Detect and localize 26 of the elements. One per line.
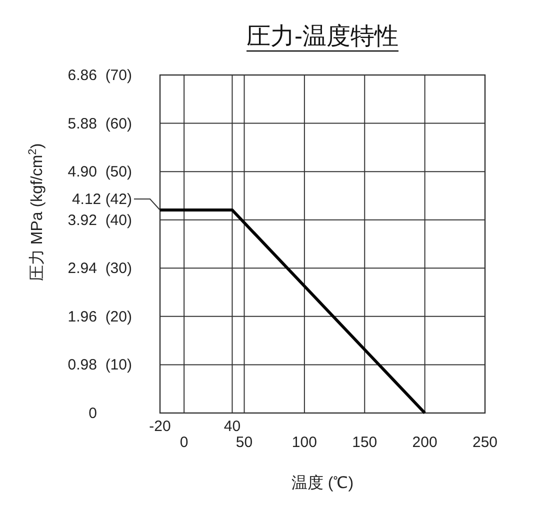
y-tick-label: 1.96 xyxy=(68,308,97,326)
y-tick-label: 6.86 xyxy=(68,67,97,84)
y-tick-label: 2.94 xyxy=(68,260,97,278)
y-tick-label: 0 xyxy=(88,405,97,422)
x-tick-label: 150 xyxy=(352,434,378,451)
y-tick-label: 4.90 xyxy=(68,164,97,181)
x-tick-label: 200 xyxy=(412,434,438,451)
y2-tick-label: (30) xyxy=(105,260,132,278)
y-tick-label: 0.98 xyxy=(68,356,97,374)
annotation: 4.12 (42) xyxy=(72,191,132,208)
x-tick-label: 0 xyxy=(180,434,188,451)
y-tick-label: 3.92 xyxy=(68,212,97,229)
y2-tick-label: (60) xyxy=(105,115,132,132)
x-tick-label: 50 xyxy=(236,434,253,451)
y2-tick-label: (40) xyxy=(105,212,132,229)
x-tick-label: 100 xyxy=(292,434,317,451)
chart-title: 圧力-温度特性 xyxy=(246,23,398,50)
x2-tick-label: -20 xyxy=(149,418,171,435)
y2-tick-label: (70) xyxy=(105,67,132,84)
x-axis-title: 温度 (℃) xyxy=(291,474,354,492)
x2-tick-label: 40 xyxy=(224,418,241,435)
y-tick-label: 5.88 xyxy=(68,115,97,132)
x-tick-label: 250 xyxy=(472,434,498,451)
y2-tick-label: (20) xyxy=(105,308,132,326)
y2-tick-label: (50) xyxy=(105,164,132,181)
y2-tick-label: (10) xyxy=(105,356,132,374)
